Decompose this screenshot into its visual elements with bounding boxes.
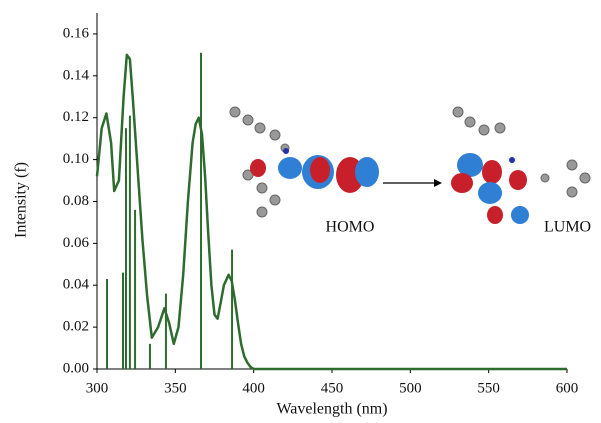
y-axis-title: Intensity (f) (13, 162, 30, 238)
annotation: LUMO (544, 219, 591, 236)
y-tick-label: 0.04 (63, 277, 90, 293)
x-tick-label: 500 (399, 380, 422, 396)
x-tick-label: 400 (242, 380, 265, 396)
lumo-molecule (451, 107, 590, 224)
x-tick-label: 450 (321, 380, 344, 396)
chart: HOMO LUMO Wavelength (nm) Intensity (f) … (0, 0, 601, 423)
y-tick-label: 0.08 (63, 193, 89, 209)
y-tick-label: 0.14 (63, 67, 90, 83)
y-tick-label: 0.10 (63, 151, 89, 167)
y-tick-label: 0.16 (63, 25, 90, 41)
y-tick-label: 0.06 (63, 235, 90, 251)
homo-molecule (230, 107, 379, 217)
x-axis-title: Wavelength (nm) (276, 401, 387, 418)
y-tick-label: 0.00 (63, 360, 89, 376)
x-tick-label: 300 (86, 380, 109, 396)
y-tick-label: 0.12 (63, 109, 89, 125)
x-tick-label: 600 (556, 380, 579, 396)
annotation: HOMO (326, 219, 375, 236)
y-tick-label: 0.02 (63, 319, 89, 335)
x-tick-label: 350 (164, 380, 187, 396)
arrow (383, 179, 442, 187)
x-tick-label: 550 (477, 380, 500, 396)
